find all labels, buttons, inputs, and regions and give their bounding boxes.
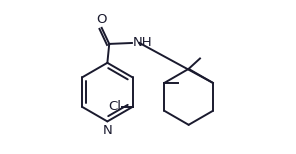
Text: NH: NH — [133, 36, 152, 49]
Text: O: O — [96, 13, 107, 26]
Text: N: N — [102, 124, 112, 137]
Text: Cl: Cl — [108, 100, 121, 113]
